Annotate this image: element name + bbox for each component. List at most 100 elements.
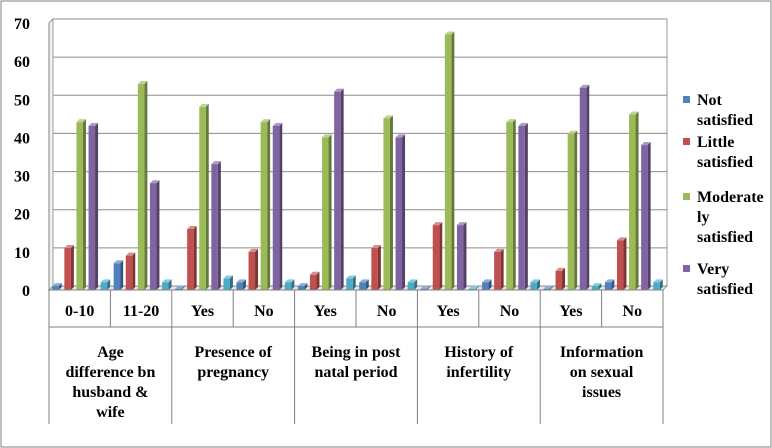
bar-side xyxy=(427,285,431,290)
bar-top xyxy=(591,283,602,287)
bar-side xyxy=(168,279,172,290)
bar-side xyxy=(463,222,467,290)
y-tick-label: 70 xyxy=(14,16,30,33)
y-tick-label: 30 xyxy=(14,169,30,186)
bar-top xyxy=(100,279,111,283)
bar-face xyxy=(629,114,636,291)
bar-series-5-0 xyxy=(100,279,111,290)
bar-top xyxy=(383,115,393,119)
bar-series-5-9 xyxy=(653,279,663,290)
bar-face xyxy=(494,251,501,290)
bar-face xyxy=(64,248,71,290)
legend-swatch xyxy=(683,265,690,272)
bar-face xyxy=(616,240,624,290)
legend-label: Moderate ly satisfied xyxy=(697,189,764,246)
bar-top xyxy=(149,180,160,184)
bar-side xyxy=(144,81,148,291)
bar-very-satisfied-3 xyxy=(272,122,283,290)
bar-face xyxy=(149,183,157,290)
bar-moderately-satisfied-5 xyxy=(383,115,393,290)
bar-face xyxy=(482,282,489,290)
legend-swatch xyxy=(683,96,690,103)
bar-top xyxy=(494,248,504,252)
y-tick-label: 0 xyxy=(22,283,30,300)
bar-face xyxy=(125,255,133,290)
bar-face xyxy=(52,286,59,290)
x-tick-label: No xyxy=(623,303,643,320)
bar-face xyxy=(137,84,145,291)
bar-face xyxy=(297,286,305,290)
bar-face xyxy=(456,225,464,290)
bar-moderately-satisfied-7 xyxy=(506,119,516,291)
bar-top xyxy=(359,279,369,283)
legend-label: Little satisfied xyxy=(697,134,753,171)
bar-side xyxy=(598,283,602,290)
bar-side xyxy=(255,248,259,290)
bar-top xyxy=(284,279,295,283)
bar-face xyxy=(260,122,268,291)
bar-side xyxy=(512,119,516,291)
group-label: Age difference bn husband & wife xyxy=(65,344,155,421)
bar-top xyxy=(64,245,74,249)
bar-side xyxy=(623,237,627,290)
legend-label: Not satisfied xyxy=(697,92,753,129)
bar-not-satisfied-4 xyxy=(297,283,308,290)
bar-very-satisfied-6 xyxy=(456,222,467,290)
bar-top xyxy=(616,237,627,241)
bar-moderately-satisfied-6 xyxy=(444,31,455,290)
bar-top xyxy=(223,275,233,279)
bar-side xyxy=(58,283,62,290)
bar-little-satisfied-8 xyxy=(555,267,566,290)
bar-top xyxy=(395,134,406,138)
bar-top xyxy=(297,283,308,287)
bar-side xyxy=(389,115,393,290)
bar-face xyxy=(653,282,660,290)
bar-side xyxy=(365,279,369,290)
bar-top xyxy=(506,119,516,123)
bar-series-5-6 xyxy=(469,285,479,290)
bar-not-satisfied-3 xyxy=(236,279,246,290)
bar-top xyxy=(543,285,553,289)
bar-top xyxy=(432,222,443,226)
bar-little-satisfied-0 xyxy=(64,245,74,290)
bar-face xyxy=(248,251,256,290)
bar-face xyxy=(309,274,317,290)
bar-side xyxy=(291,279,295,290)
bar-side xyxy=(107,279,111,290)
bar-top xyxy=(518,122,528,126)
bar-face xyxy=(359,282,366,290)
bar-side xyxy=(304,283,308,290)
bar-top xyxy=(199,103,209,107)
bar-side xyxy=(70,245,74,290)
bar-top xyxy=(456,222,467,226)
bar-face xyxy=(334,91,341,291)
bar-top xyxy=(555,267,566,271)
y-tick-label: 40 xyxy=(14,130,30,147)
bar-top xyxy=(653,279,663,283)
bar-face xyxy=(346,278,353,290)
bar-top xyxy=(175,285,185,289)
bar-face xyxy=(641,145,648,290)
bar-little-satisfied-3 xyxy=(248,248,259,290)
bar-little-satisfied-5 xyxy=(371,245,381,290)
bar-face xyxy=(284,282,292,290)
bar-side xyxy=(267,119,271,291)
bar-top xyxy=(346,275,356,279)
bar-side xyxy=(279,122,283,290)
bar-top xyxy=(604,279,615,283)
bar-side xyxy=(352,275,356,290)
bar-top xyxy=(76,119,86,123)
group-label: Being in post natal period xyxy=(312,344,402,381)
bar-side xyxy=(217,161,221,290)
bar-top xyxy=(469,285,479,289)
bar-face xyxy=(444,34,452,290)
bar-series-5-5 xyxy=(407,279,418,290)
bar-side xyxy=(132,252,136,290)
bar-side xyxy=(316,271,320,290)
axes xyxy=(48,23,664,424)
bar-top xyxy=(162,279,172,283)
bar-face xyxy=(469,288,476,290)
bar-not-satisfied-1 xyxy=(113,260,124,290)
bar-little-satisfied-9 xyxy=(616,237,627,290)
bar-side xyxy=(156,180,160,290)
